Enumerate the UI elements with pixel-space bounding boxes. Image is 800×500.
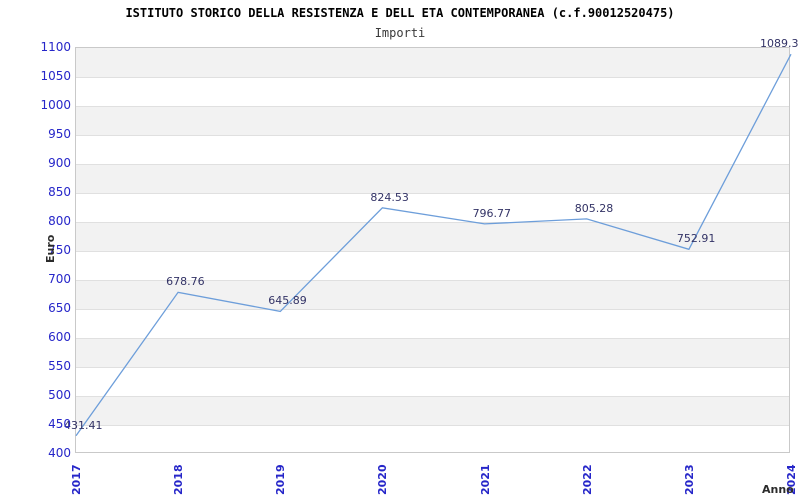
grid-line (76, 77, 789, 78)
plot-area: 431.41 678.76 645.89 824.53 796.77 805.28 752.… (64, 38, 799, 453)
grid-band (76, 164, 789, 193)
y-axis-title: Euro (44, 234, 57, 263)
grid-band (76, 280, 789, 309)
y-tick-label: 750 (48, 243, 71, 257)
point-label: 431.41 (64, 418, 103, 432)
x-tick-label: 2017 (70, 464, 83, 495)
x-tick-label: 2021 (478, 464, 492, 495)
y-tick-label: 450 (48, 417, 71, 431)
y-tick-label: 400 (48, 446, 71, 460)
grid-line (76, 106, 789, 107)
point-label: 824.53 (370, 190, 409, 204)
y-tick-label: 900 (48, 156, 71, 170)
grid-line (76, 309, 789, 310)
grid-band (76, 396, 789, 425)
y-tick-label: 700 (48, 272, 71, 286)
grid-line (76, 193, 789, 194)
point-label: 678.76 (166, 275, 205, 289)
point-label: 805.28 (574, 201, 614, 215)
point-label: 1089.3 (760, 37, 799, 51)
line-series (75, 53, 792, 437)
x-tick-label: 2023 (682, 464, 696, 495)
x-tick-label: 2018 (172, 464, 186, 495)
x-tick-label: 2020 (376, 464, 390, 495)
chart-title: ISTITUTO STORICO DELLA RESISTENZA E DELL… (125, 6, 675, 20)
grid-band (76, 338, 789, 367)
grid-line (76, 251, 789, 252)
point-label: 752.91 (676, 232, 716, 246)
y-tick-label: 600 (48, 330, 71, 344)
grid-line (76, 396, 789, 397)
grid-line (76, 164, 789, 165)
grid-band (76, 106, 789, 135)
y-tick-label: 950 (48, 127, 71, 141)
point-label: 796.77 (472, 206, 512, 220)
chart-subtitle: Importi (374, 26, 426, 40)
grid-band (76, 48, 789, 77)
y-tick-label: 500 (48, 388, 71, 402)
y-tick-label: 1100 (40, 40, 71, 54)
y-tick-label: 850 (48, 185, 71, 199)
y-tick-label: 550 (48, 359, 71, 373)
grid-line (76, 135, 789, 136)
y-tick-label: 1000 (40, 98, 71, 112)
x-tick-label: 2019 (274, 464, 288, 495)
grid-line (76, 222, 789, 223)
x-axis-title: Anno (762, 483, 794, 496)
grid-band (76, 222, 789, 251)
grid-line (76, 367, 789, 368)
grid-line (76, 425, 789, 426)
series-line (75, 53, 792, 437)
y-tick-label: 1050 (40, 69, 71, 83)
point-label: 645.89 (268, 294, 307, 308)
grid-line (76, 280, 789, 281)
y-tick-label: 800 (48, 214, 71, 228)
y-tick-label: 650 (48, 301, 71, 315)
x-tick-label: 2022 (580, 464, 594, 495)
grid-line (76, 338, 789, 339)
